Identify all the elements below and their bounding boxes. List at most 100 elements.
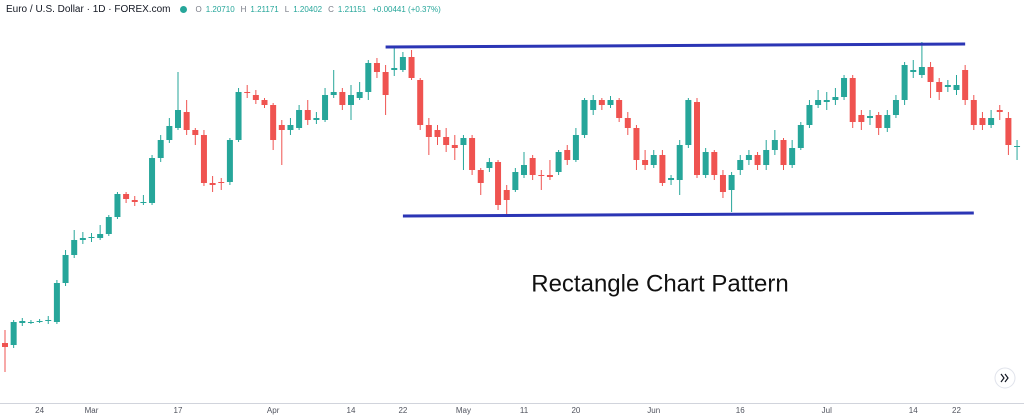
candle-body <box>373 63 380 72</box>
candle-body <box>97 234 104 238</box>
candle-body <box>875 115 882 128</box>
candle-body <box>624 118 631 128</box>
candle-body <box>71 240 78 255</box>
candle-body <box>123 194 130 199</box>
candle-body <box>944 85 951 87</box>
x-tick-label: 11 <box>520 406 529 415</box>
candle-body <box>443 137 450 145</box>
candle-body <box>88 237 95 238</box>
candle-body <box>607 100 614 105</box>
candle-body <box>270 105 277 140</box>
candle-body <box>209 183 216 185</box>
trendline <box>385 42 966 49</box>
candle-body <box>477 170 484 183</box>
candle-body <box>668 178 675 180</box>
ohlc-label: C <box>328 5 334 14</box>
x-tick-label: 24 <box>35 406 44 415</box>
status-dot <box>180 6 188 13</box>
candle-body <box>901 65 908 100</box>
candle-body <box>789 148 796 165</box>
candle-body <box>832 97 839 100</box>
candle-body <box>564 150 571 160</box>
candle-body <box>140 202 147 203</box>
candle-body <box>642 160 649 165</box>
x-tick-label: 22 <box>398 406 407 415</box>
candle-body <box>719 175 726 192</box>
candle-body <box>555 152 562 172</box>
annotation: Rectangle Chart Pattern <box>531 270 788 297</box>
candle-body <box>676 145 683 180</box>
candle-body <box>495 162 502 205</box>
candle-body <box>711 152 718 175</box>
candle-body <box>737 160 744 170</box>
symbol: Euro / U.S. Dollar · 1D · FOREX.com <box>6 4 171 15</box>
scroll-button-circle[interactable] <box>994 367 1016 389</box>
candle-body <box>399 57 406 70</box>
candle-body <box>728 175 735 190</box>
candle-body <box>356 92 363 98</box>
candle-body <box>918 67 925 75</box>
candle-body <box>771 140 778 150</box>
candle-body <box>910 70 917 72</box>
candle-body <box>218 182 225 183</box>
candle-body <box>806 105 813 125</box>
candle-body <box>244 92 251 93</box>
candle-body <box>157 140 164 158</box>
scroll-button[interactable] <box>994 367 1016 389</box>
candle-body <box>296 110 303 128</box>
candle-body <box>53 283 60 322</box>
candle-body <box>979 118 986 125</box>
candle-body <box>226 140 233 182</box>
candle-body <box>953 85 960 90</box>
candle-body <box>546 175 553 177</box>
candle-body <box>538 175 545 176</box>
ohlc-label: L <box>284 5 290 14</box>
candle-body <box>434 130 441 137</box>
x-tick-label: 17 <box>174 406 183 415</box>
candle-body <box>970 100 977 125</box>
candle-body <box>175 110 181 128</box>
candle-body <box>313 118 320 120</box>
candle-body <box>988 118 995 125</box>
candle-body <box>815 100 822 105</box>
candle-body <box>322 95 329 120</box>
candle-body <box>252 95 259 100</box>
candle-body <box>996 110 1003 112</box>
candle-body <box>10 322 17 345</box>
candle-body <box>114 194 121 217</box>
candle-body <box>849 78 856 122</box>
candle-body <box>763 150 770 165</box>
candle-body <box>927 67 934 82</box>
change: +0.00441 (+0.37%) <box>372 5 441 14</box>
candle-body <box>348 95 354 105</box>
candle-body <box>200 135 207 183</box>
x-tick-label: 16 <box>736 406 745 415</box>
candle-body <box>36 321 43 322</box>
candle-body <box>166 126 173 140</box>
x-tick-label: Jul <box>822 406 832 415</box>
candle-body <box>1005 118 1012 145</box>
candle-body <box>780 140 787 165</box>
x-tick-label: 20 <box>571 406 580 415</box>
candle-body <box>365 63 372 92</box>
ohlc-value: 1.20402 <box>293 5 323 14</box>
candle-body <box>235 92 242 140</box>
candle-body <box>685 100 692 145</box>
candle-body <box>797 125 804 148</box>
candle-body <box>867 116 873 118</box>
candle-body <box>79 238 86 240</box>
candle-body <box>417 80 424 125</box>
candle-body <box>105 217 112 234</box>
x-tick-label: May <box>456 406 471 415</box>
candle-body <box>633 128 640 160</box>
candle-body <box>451 145 458 148</box>
scroll-icon[interactable] <box>1000 373 1009 383</box>
ohlc-value: 1.20710 <box>205 5 235 14</box>
candle-body <box>425 125 432 137</box>
candle-body <box>408 57 415 78</box>
candle-body <box>581 100 588 135</box>
ohlc-label: O <box>195 5 202 14</box>
candle-body <box>858 115 865 122</box>
